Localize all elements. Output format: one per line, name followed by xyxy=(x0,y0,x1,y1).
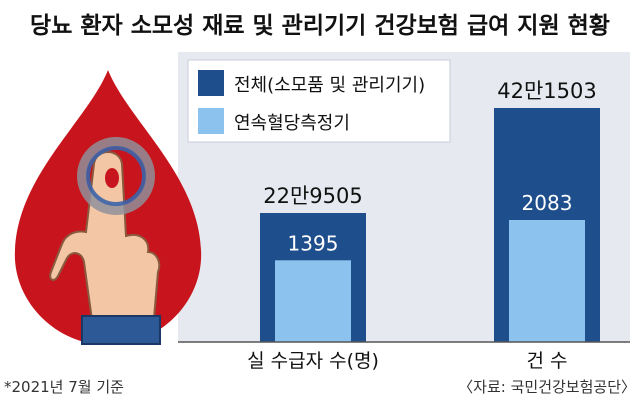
legend-box xyxy=(187,59,451,143)
legend: 전체(소모품 및 관리기기) 연속혈당측정기 xyxy=(187,59,451,143)
legend-swatch-total xyxy=(198,70,224,96)
category-label-cases: 건 수 xyxy=(527,350,568,372)
chart-title: 당뇨 환자 소모성 재료 및 관리기기 건강보험 급여 지원 현황 xyxy=(30,13,610,39)
source-note: 〈자료: 국민건강보험공단〉 xyxy=(458,378,636,396)
bar-cgm-1 xyxy=(509,220,585,342)
category-label-recipients: 실 수급자 수(명) xyxy=(247,350,379,372)
data-label-total-0: 22만9505 xyxy=(263,184,363,208)
bars: 22만9505 1395 42만1503 2083 xyxy=(260,79,600,342)
legend-label-cgm: 연속혈당측정기 xyxy=(234,113,350,134)
bar-cgm-0 xyxy=(275,260,351,342)
data-label-total-1: 42만1503 xyxy=(497,79,597,103)
legend-label-total: 전체(소모품 및 관리기기) xyxy=(234,75,425,96)
legend-swatch-cgm xyxy=(198,108,224,134)
data-label-cgm-0: 1395 xyxy=(288,231,339,255)
footnote: *2021년 7월 기준 xyxy=(4,378,124,396)
data-label-cgm-1: 2083 xyxy=(522,191,573,215)
glucose-ring-icon xyxy=(77,137,155,215)
